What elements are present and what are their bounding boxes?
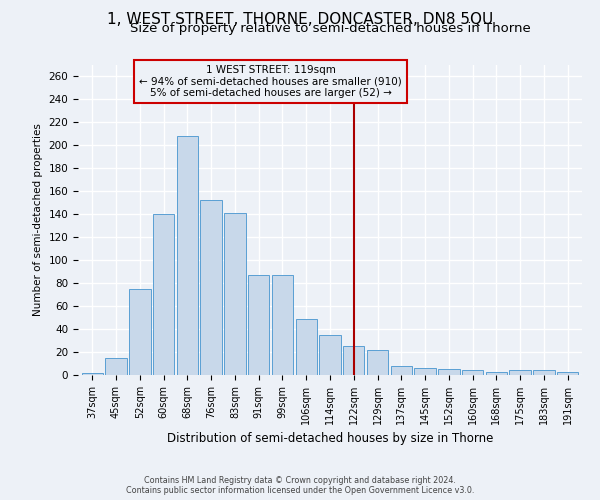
Bar [176,136,198,375]
Bar [343,346,364,375]
Bar [319,335,341,375]
Y-axis label: Number of semi-detached properties: Number of semi-detached properties [33,124,43,316]
Bar [82,372,103,375]
Bar [106,358,127,375]
Text: 1 WEST STREET: 119sqm
← 94% of semi-detached houses are smaller (910)
5% of semi: 1 WEST STREET: 119sqm ← 94% of semi-deta… [139,65,402,98]
Bar [129,289,151,375]
Bar [533,370,554,375]
Title: Size of property relative to semi-detached houses in Thorne: Size of property relative to semi-detach… [130,22,530,35]
Bar [272,275,293,375]
Bar [391,366,412,375]
Bar [248,275,269,375]
Bar [438,370,460,375]
X-axis label: Distribution of semi-detached houses by size in Thorne: Distribution of semi-detached houses by … [167,432,493,446]
Text: 1, WEST STREET, THORNE, DONCASTER, DN8 5QU: 1, WEST STREET, THORNE, DONCASTER, DN8 5… [107,12,493,28]
Text: Contains HM Land Registry data © Crown copyright and database right 2024.
Contai: Contains HM Land Registry data © Crown c… [126,476,474,495]
Bar [200,200,222,375]
Bar [462,370,484,375]
Bar [224,213,245,375]
Bar [296,318,317,375]
Bar [509,370,531,375]
Bar [153,214,174,375]
Bar [367,350,388,375]
Bar [486,372,507,375]
Bar [557,372,578,375]
Bar [415,368,436,375]
